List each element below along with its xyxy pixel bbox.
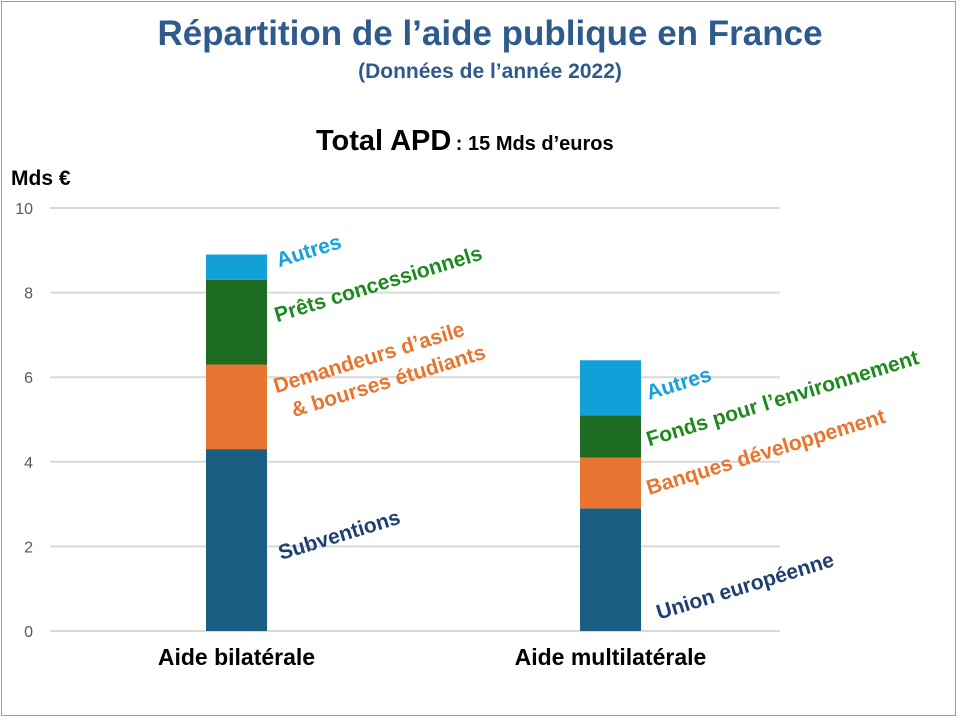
bar-segment — [206, 279, 267, 365]
bar-segment — [206, 254, 267, 280]
segment-label: Union européenne — [654, 549, 837, 625]
segment-label: Autres — [644, 363, 714, 404]
bar-segment — [580, 457, 641, 509]
y-tick-label: 6 — [24, 370, 33, 387]
bar-segment — [580, 508, 641, 631]
total-apd: Total APD : 15 Mds d’euros — [316, 125, 614, 158]
y-axis-label: Mds € — [11, 167, 71, 190]
category-label: Aide multilatérale — [515, 644, 707, 670]
chart-subtitle: (Données de l’année 2022) — [358, 60, 622, 83]
bar-segment — [580, 360, 641, 416]
bar-segment — [206, 449, 267, 631]
y-tick-label: 10 — [15, 201, 33, 218]
total-label: Total APD — [316, 125, 452, 157]
total-value: : 15 Mds d’euros — [455, 133, 614, 155]
category-label: Aide bilatérale — [158, 644, 315, 670]
segment-label: Subventions — [276, 506, 403, 565]
chart-title: Répartition de l’aide publique en France — [157, 14, 823, 53]
y-tick-label: 8 — [24, 286, 33, 303]
y-tick-label: 2 — [24, 539, 33, 556]
y-tick-label: 0 — [24, 624, 33, 641]
bar-segment — [206, 364, 267, 450]
y-tick-label: 4 — [24, 455, 33, 472]
segment-label: Demandeurs d’asile& bourses étudiants — [271, 314, 489, 425]
segment-label: Autres — [274, 231, 344, 272]
bar-segment — [580, 415, 641, 458]
